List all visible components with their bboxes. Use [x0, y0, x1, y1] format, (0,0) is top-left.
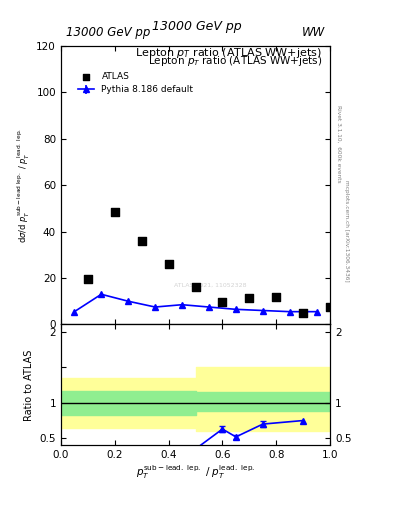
- ATLAS: [193, 283, 198, 291]
- ATLAS: [112, 208, 118, 216]
- ATLAS: [246, 294, 252, 302]
- ATLAS: [139, 237, 145, 245]
- Text: 13000 GeV pp: 13000 GeV pp: [152, 20, 241, 33]
- Text: 13000 GeV pp: 13000 GeV pp: [66, 26, 151, 39]
- ATLAS: [300, 309, 307, 317]
- ATLAS: [165, 260, 172, 268]
- ATLAS: [85, 275, 91, 283]
- Text: Rivet 3.1.10,  600k events: Rivet 3.1.10, 600k events: [336, 104, 341, 182]
- ATLAS: [219, 298, 226, 307]
- Legend: ATLAS, Pythia 8.186 default: ATLAS, Pythia 8.186 default: [74, 68, 197, 98]
- Text: WW: WW: [301, 26, 325, 39]
- X-axis label: $p_T^{\mathrm{sub-lead.\ lep.}}$ / $p_T^{\mathrm{lead.\ lep.}}$: $p_T^{\mathrm{sub-lead.\ lep.}}$ / $p_T^…: [136, 463, 255, 481]
- ATLAS: [327, 303, 333, 311]
- Text: Lepton $p_T$ ratio (ATLAS WW+jets): Lepton $p_T$ ratio (ATLAS WW+jets): [148, 54, 322, 69]
- ATLAS: [273, 292, 279, 301]
- Text: mcplots.cern.ch [arXiv:1306.3436]: mcplots.cern.ch [arXiv:1306.3436]: [344, 180, 349, 281]
- Text: ATLAS 2021, 11052328: ATLAS 2021, 11052328: [174, 283, 246, 288]
- Text: Lepton $p_T$ ratio (ATLAS WW+jets): Lepton $p_T$ ratio (ATLAS WW+jets): [135, 46, 322, 60]
- Y-axis label: d$\sigma$/d $p_T^{\mathrm{sub-lead\ lep.}}$ / $p_T^{\mathrm{lead.\ lep.}}$: d$\sigma$/d $p_T^{\mathrm{sub-lead\ lep.…: [16, 127, 32, 243]
- Y-axis label: Ratio to ATLAS: Ratio to ATLAS: [24, 349, 34, 421]
